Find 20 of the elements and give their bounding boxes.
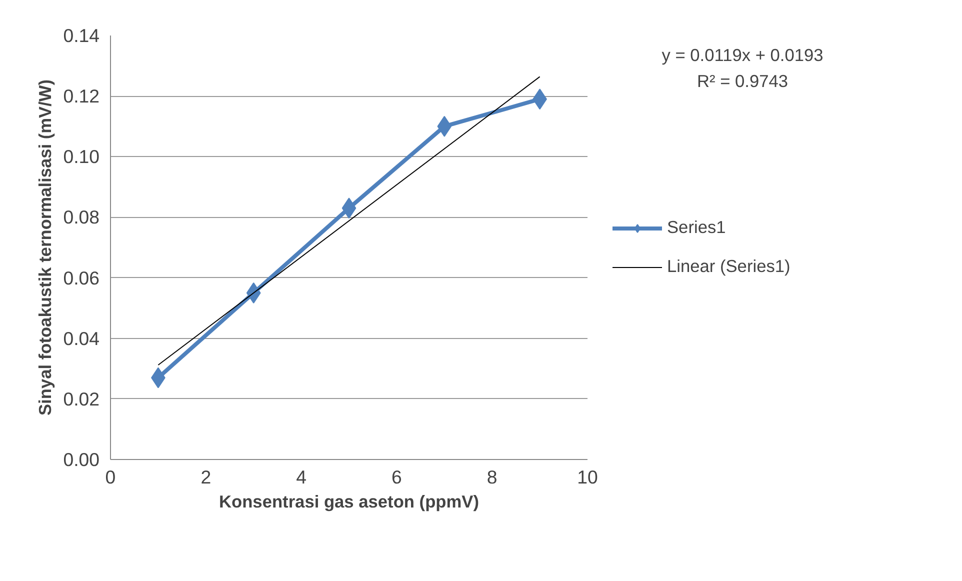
y-tick-label: 0.10 (63, 146, 100, 168)
y-tick-label: 0.04 (63, 328, 100, 349)
legend-label: Linear (Series1) (667, 256, 790, 277)
y-tick-label: 0.14 (63, 25, 100, 46)
x-tick-label: 10 (577, 466, 598, 488)
y-tick-label: 0.08 (63, 206, 100, 228)
y-tick-label: 0.00 (63, 449, 100, 470)
y-tick-label: 0.02 (63, 388, 100, 410)
text: y = 0.0119x + 0.0193 (662, 45, 824, 66)
y-tick-label: 0.06 (63, 267, 100, 288)
x-tick-label: 4 (296, 466, 307, 488)
x-tick-label: 0 (105, 466, 116, 488)
legend-label: Series1 (667, 217, 726, 238)
x-tick-label: 8 (486, 466, 498, 488)
text: R² = 0.9743 (696, 71, 788, 92)
x-axis-title: Konsentrasi gas aseton (ppmV) (219, 492, 479, 512)
y-axis-title: Sinyal fotoakustik ternormalisasi (mV/W) (35, 79, 56, 416)
x-tick-label: 6 (392, 466, 402, 488)
x-tick-label: 2 (200, 466, 212, 488)
y-tick-label: 0.12 (63, 86, 100, 107)
